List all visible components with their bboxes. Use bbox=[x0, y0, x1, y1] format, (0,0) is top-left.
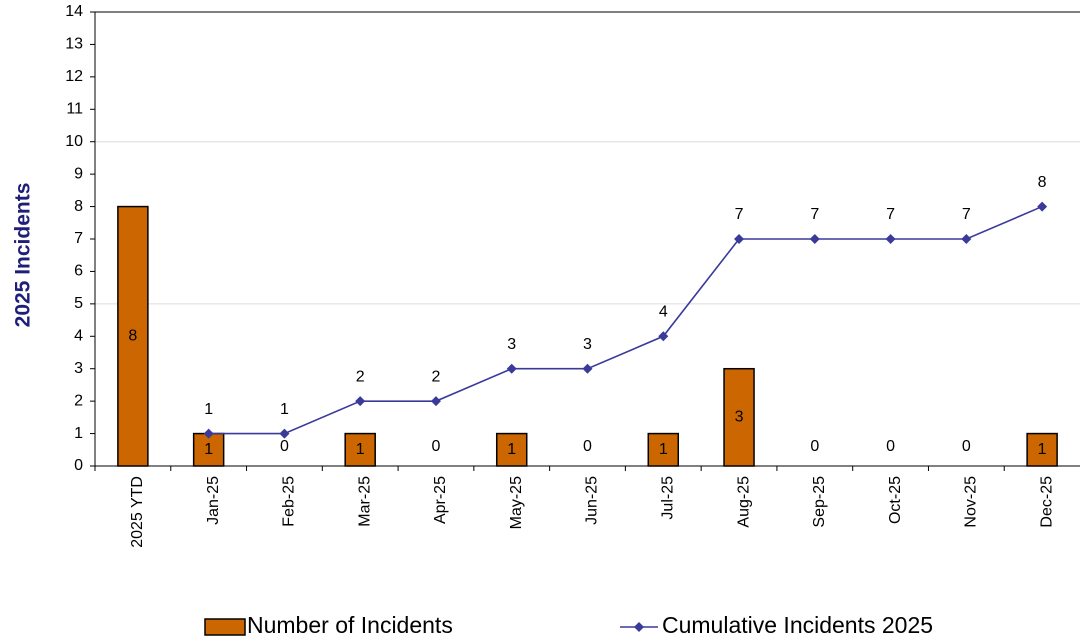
x-tick-label: Jan-25 bbox=[205, 476, 222, 525]
bar-value-label: 1 bbox=[1038, 441, 1047, 458]
bar bbox=[344, 432, 376, 467]
line-marker bbox=[734, 234, 745, 244]
line-marker bbox=[430, 396, 441, 407]
y-tick-label: 13 bbox=[65, 36, 83, 53]
y-tick-label: 4 bbox=[74, 328, 83, 345]
bar-value-label: 0 bbox=[280, 438, 289, 455]
y-tick-label: 2 bbox=[74, 392, 83, 409]
x-tick-label: Oct-25 bbox=[887, 476, 904, 524]
line-marker bbox=[279, 428, 290, 439]
line-value-label: 7 bbox=[810, 206, 819, 223]
bar bbox=[192, 432, 225, 467]
line-value-label: 4 bbox=[659, 304, 668, 321]
line-value-label: 1 bbox=[280, 401, 289, 418]
line-marker bbox=[658, 331, 669, 342]
line-value-label: 7 bbox=[886, 206, 895, 223]
x-tick-label: 2025 YTD bbox=[129, 476, 146, 548]
line-marker bbox=[582, 363, 593, 374]
bar-value-label: 1 bbox=[507, 441, 516, 458]
y-tick-label: 8 bbox=[74, 198, 83, 215]
line-value-label: 1 bbox=[204, 401, 213, 418]
y-tick-label: 11 bbox=[66, 101, 83, 118]
line-value-label: 2 bbox=[432, 368, 441, 385]
bar-value-label: 3 bbox=[735, 409, 744, 426]
line-value-label: 8 bbox=[1038, 174, 1047, 191]
x-tick-label: Jun-25 bbox=[584, 476, 601, 525]
x-tick-label: Dec-25 bbox=[1038, 476, 1055, 528]
y-tick-label: 3 bbox=[74, 360, 83, 377]
bar bbox=[723, 367, 755, 467]
y-tick-label: 5 bbox=[74, 295, 83, 312]
x-tick-label: Mar-25 bbox=[356, 476, 373, 527]
x-tick-label: Feb-25 bbox=[281, 476, 298, 527]
line-marker bbox=[885, 234, 896, 244]
legend-label: Cumulative Incidents 2025 bbox=[662, 612, 933, 638]
x-tick-label: Sep-25 bbox=[811, 476, 828, 528]
x-tick-label: Nov-25 bbox=[963, 476, 980, 528]
y-tick-label: 9 bbox=[74, 165, 83, 182]
legend-marker bbox=[634, 622, 644, 632]
y-tick-label: 6 bbox=[74, 263, 83, 280]
bar-value-label: 0 bbox=[810, 438, 819, 455]
bar-value-label: 0 bbox=[432, 438, 441, 455]
bar-value-label: 0 bbox=[583, 438, 592, 455]
bar bbox=[495, 432, 528, 467]
y-tick-label: 0 bbox=[74, 457, 83, 474]
line-value-label: 3 bbox=[507, 336, 516, 353]
y-tick-label: 7 bbox=[74, 230, 83, 247]
line-value-label: 3 bbox=[583, 336, 592, 353]
bar-value-label: 0 bbox=[886, 438, 895, 455]
bar-value-label: 0 bbox=[962, 438, 971, 455]
bar-value-label: 1 bbox=[204, 441, 213, 458]
bar bbox=[117, 205, 149, 467]
line-value-label: 2 bbox=[356, 368, 365, 385]
x-tick-label: Apr-25 bbox=[432, 476, 449, 524]
bar bbox=[1026, 432, 1058, 467]
y-tick-label: 1 bbox=[74, 425, 83, 442]
line-marker bbox=[506, 363, 517, 374]
bar-value-label: 1 bbox=[659, 441, 668, 458]
line-value-label: 7 bbox=[962, 206, 971, 223]
line-value-label: 7 bbox=[735, 206, 744, 223]
line-marker bbox=[809, 234, 820, 244]
y-tick-label: 14 bbox=[65, 3, 83, 20]
y-tick-label: 10 bbox=[65, 133, 83, 150]
legend-label: Number of Incidents bbox=[247, 612, 453, 638]
line-marker bbox=[1037, 201, 1048, 212]
bar bbox=[647, 432, 680, 467]
legend-swatch bbox=[204, 618, 246, 636]
line-marker bbox=[961, 234, 972, 244]
line bbox=[208, 205, 1043, 435]
y-axis-label: 2025 Incidents bbox=[12, 183, 35, 328]
line-marker bbox=[355, 396, 366, 407]
x-tick-label: Aug-25 bbox=[735, 476, 752, 528]
bar-value-label: 8 bbox=[128, 328, 137, 345]
bar-value-label: 1 bbox=[356, 441, 365, 458]
x-tick-label: May-25 bbox=[508, 476, 525, 529]
y-tick-label: 12 bbox=[65, 68, 83, 85]
line-marker bbox=[203, 428, 214, 439]
x-tick-label: Jul-25 bbox=[659, 476, 676, 520]
